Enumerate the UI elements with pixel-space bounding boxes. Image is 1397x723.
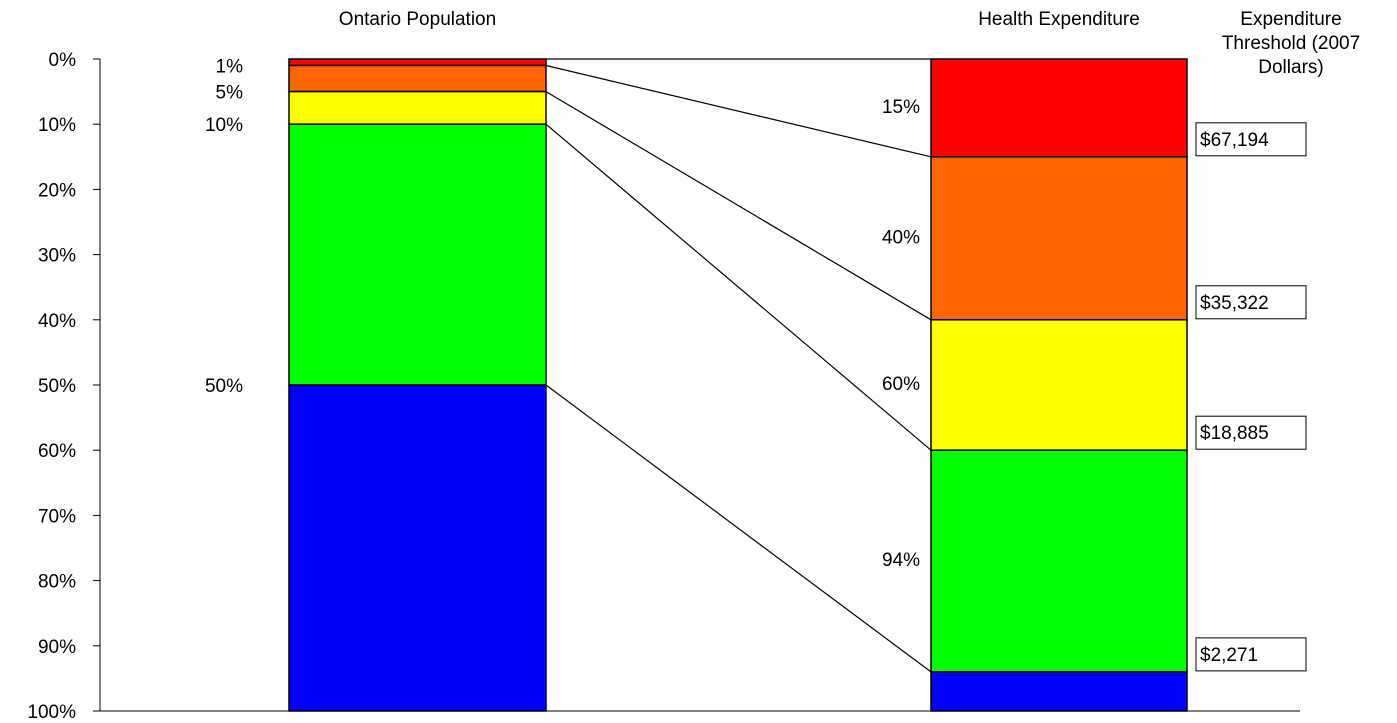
y-tick-label: 50% bbox=[38, 376, 76, 397]
population-label: 5% bbox=[216, 83, 244, 104]
y-tick-label: 10% bbox=[38, 115, 76, 136]
threshold-box bbox=[1195, 637, 1307, 672]
expenditure-label: 60% bbox=[882, 374, 920, 395]
connector bbox=[545, 384, 932, 673]
y-tick-label: 0% bbox=[49, 50, 77, 71]
y-tick-label: 90% bbox=[38, 637, 76, 658]
expenditure-label: 40% bbox=[882, 227, 920, 248]
bar-segment bbox=[288, 90, 547, 125]
threshold-label: $18,885 bbox=[1200, 423, 1269, 444]
population-label: 1% bbox=[216, 57, 244, 78]
connector bbox=[545, 123, 932, 451]
y-tick-label: 100% bbox=[27, 702, 76, 723]
y-tick-label: 20% bbox=[38, 180, 76, 201]
category-label: Ontario Population bbox=[339, 9, 496, 30]
threshold-title: Expenditure Threshold (2007 Dollars) bbox=[1221, 9, 1361, 78]
threshold-label: $67,194 bbox=[1200, 130, 1269, 151]
bar-segment bbox=[288, 58, 547, 67]
threshold-box bbox=[1195, 285, 1307, 320]
y-tick-label: 40% bbox=[38, 311, 76, 332]
population-label: 10% bbox=[205, 115, 243, 136]
threshold-label: $35,322 bbox=[1200, 293, 1269, 314]
bar-segment bbox=[288, 123, 547, 386]
threshold-box bbox=[1195, 122, 1307, 157]
population-label: 50% bbox=[205, 376, 243, 397]
bar-segment bbox=[288, 384, 547, 712]
bar-segment bbox=[930, 58, 1188, 158]
threshold-box bbox=[1195, 415, 1307, 450]
connector bbox=[545, 64, 932, 158]
y-tick-label: 70% bbox=[38, 506, 76, 527]
bar-segment bbox=[930, 319, 1188, 451]
bar-segment bbox=[288, 64, 547, 93]
bar-segment bbox=[930, 449, 1188, 673]
threshold-label: $2,271 bbox=[1200, 645, 1258, 666]
expenditure-label: 94% bbox=[882, 550, 920, 571]
y-tick-label: 30% bbox=[38, 246, 76, 267]
connector bbox=[545, 91, 932, 321]
y-tick-label: 60% bbox=[38, 441, 76, 462]
bar-segment bbox=[930, 671, 1188, 712]
bar-segment bbox=[930, 156, 1188, 321]
expenditure-label: 15% bbox=[882, 97, 920, 118]
category-label: Health Expenditure bbox=[978, 9, 1140, 30]
y-tick-label: 80% bbox=[38, 572, 76, 593]
